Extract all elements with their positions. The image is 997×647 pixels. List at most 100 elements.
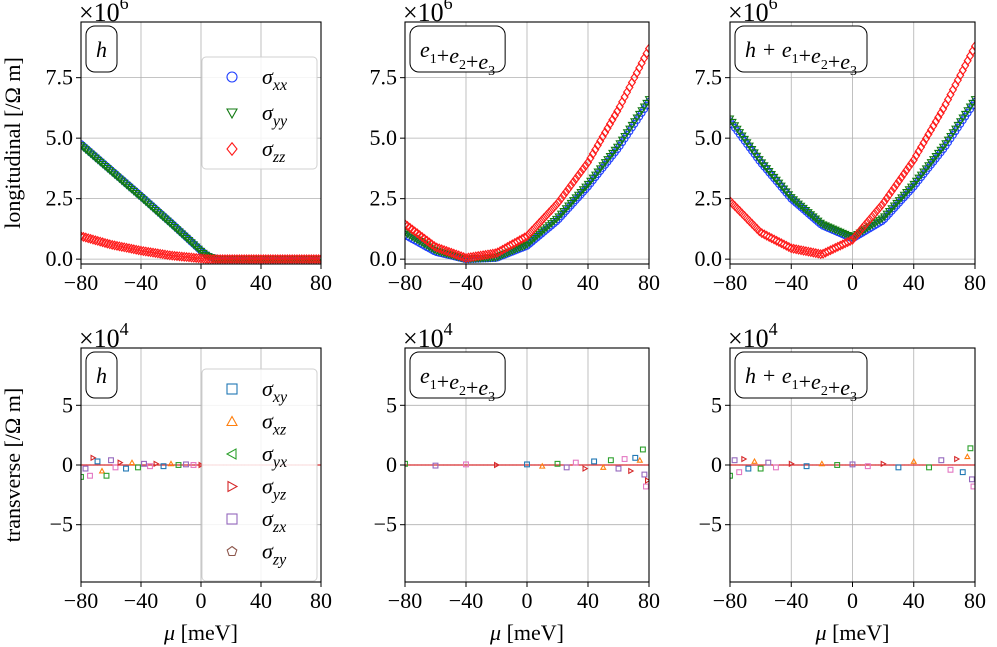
data-point <box>916 142 926 153</box>
data-point <box>919 168 928 177</box>
legend-entry-yz: σyz <box>227 474 287 504</box>
x-tick-label: 0 <box>847 588 858 613</box>
data-point <box>875 202 884 213</box>
panel-title-box: e1+e2+e3 <box>409 25 506 79</box>
data-point <box>554 196 563 207</box>
x-tick-label: −40 <box>449 588 483 613</box>
data-point <box>860 220 869 231</box>
transverse-noise <box>405 446 649 490</box>
y-tick-label: 2.5 <box>370 186 398 211</box>
noise-point <box>736 469 743 476</box>
data-point <box>120 242 129 253</box>
data-layer <box>405 43 649 264</box>
data-point <box>948 129 958 138</box>
data-point <box>117 177 127 186</box>
data-point <box>794 200 803 209</box>
x-tick-label: −40 <box>774 270 808 295</box>
panel-title-frame <box>85 351 118 399</box>
data-point <box>112 240 122 251</box>
legend-frame <box>201 368 318 582</box>
data-point <box>941 140 950 149</box>
legend-marker <box>225 448 237 460</box>
data-point <box>530 223 539 234</box>
data-point <box>184 237 194 245</box>
data-point <box>175 228 184 237</box>
x-tick-label: 0 <box>196 270 207 295</box>
panel-title-frame <box>734 351 868 399</box>
data-point <box>93 156 103 165</box>
y-axis-label: transverse [/Ω m] <box>0 388 25 542</box>
legend-label: σzz <box>262 136 286 166</box>
panel-title: e1+e2+e3 <box>420 363 495 405</box>
data-point <box>946 132 955 141</box>
data-point <box>880 196 889 207</box>
y-tick-label: 2.5 <box>695 186 723 211</box>
noise-point <box>849 461 856 468</box>
data-point <box>91 154 100 163</box>
noise-point <box>757 465 764 472</box>
axis-multiplier: ×106 <box>79 0 129 27</box>
noise-point <box>642 483 649 490</box>
data-point <box>131 190 141 198</box>
noise-point <box>112 464 119 471</box>
panel-title-frame <box>85 25 118 73</box>
data-point <box>617 136 627 145</box>
data-point <box>163 249 172 261</box>
data-point <box>134 245 143 256</box>
data-point <box>151 206 160 215</box>
data-point <box>919 137 928 149</box>
data-point <box>968 99 975 108</box>
data-point <box>801 246 811 257</box>
noise-point <box>94 458 101 465</box>
data-point <box>924 129 933 140</box>
legend-marker <box>226 141 238 157</box>
data-point <box>936 107 945 119</box>
noise-point <box>108 457 114 464</box>
data-point <box>194 245 203 254</box>
data-point <box>610 110 619 121</box>
data-point <box>81 231 86 242</box>
data-point <box>885 189 894 200</box>
x-axis-label: μ [meV] <box>163 620 238 645</box>
data-point <box>160 215 170 224</box>
legend-entry-zz: σzz <box>226 136 286 166</box>
y-tick-label: 0.0 <box>46 246 74 271</box>
data-point <box>960 110 970 119</box>
noise-point <box>864 463 871 470</box>
y-axis-label: longitudinal [/Ω m] <box>0 57 25 229</box>
y-tick-label: 0 <box>711 452 722 477</box>
data-point <box>644 96 649 104</box>
noise-point <box>765 459 772 466</box>
noise-point <box>745 465 752 472</box>
data-point <box>870 208 879 219</box>
noise-point <box>563 464 570 471</box>
data-point <box>537 215 546 226</box>
noise-point <box>641 471 648 478</box>
noise-point <box>895 464 902 471</box>
data-point <box>899 168 909 180</box>
noise-point <box>788 460 795 468</box>
noise-point <box>968 476 975 483</box>
legend-marker <box>226 415 238 427</box>
data-point <box>454 250 463 261</box>
data-point <box>100 237 110 249</box>
data-point <box>158 213 167 222</box>
data-point <box>98 237 107 248</box>
x-tick-label: 80 <box>964 270 986 295</box>
legend-entry-zy: σzy <box>226 539 287 569</box>
data-point <box>767 233 776 244</box>
panel-longitudinal-h: −80 −40 0 40 80 0.0 2.5 5.0 7.5 ×106 h longitudinal… <box>0 0 332 295</box>
data-point <box>855 225 864 237</box>
data-layer <box>730 445 975 490</box>
data-point <box>124 243 134 254</box>
data-point <box>963 107 972 116</box>
noise-point <box>741 455 748 463</box>
data-point <box>167 221 177 230</box>
x-tick-label: −40 <box>774 588 808 613</box>
x-tick-label: 0 <box>522 588 533 613</box>
data-point <box>160 249 170 260</box>
data-point <box>108 239 117 251</box>
data-point <box>564 183 573 194</box>
data-point <box>88 152 98 161</box>
data-point <box>911 177 921 186</box>
